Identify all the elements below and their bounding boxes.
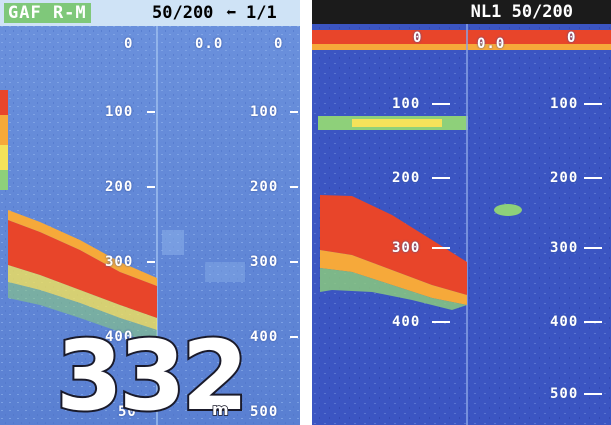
top-label-left: 0	[413, 30, 423, 46]
depth-tick-label: 200	[105, 179, 134, 195]
right-sonar-panel: NL1 50/200 0 0.0 0 100 200 300 400 100 2…	[312, 0, 611, 425]
top-label-center: 0.0	[477, 36, 506, 52]
right-echogram	[312, 24, 611, 425]
page-indicator: 1/1	[246, 3, 277, 23]
depth-tick-label: 400	[250, 329, 279, 345]
top-label-center: 0.0	[195, 36, 224, 52]
top-label-left: 0	[124, 36, 134, 52]
depth-tick-label: 100	[250, 104, 279, 120]
fish-school-echo	[494, 204, 522, 216]
depth-tick-label: 400	[392, 314, 421, 330]
right-header-readout: NL1 50/200	[470, 2, 573, 22]
depth-tick-label: 500	[550, 386, 579, 402]
depth-tick-label: 200	[550, 170, 579, 186]
depth-tick-label: 100	[105, 104, 134, 120]
surface-echo	[312, 30, 611, 48]
depth-readout: 332	[54, 318, 250, 425]
depth-tick-label: 200	[250, 179, 279, 195]
left-header-bar: GAF R-M 50/200 ⬅ 1/1	[0, 0, 300, 26]
depth-tick-label: 400	[550, 314, 579, 330]
depth-tick-label: 300	[550, 240, 579, 256]
top-label-right: 0	[567, 30, 577, 46]
left-arrow-icon: ⬅	[226, 3, 237, 23]
depth-tick-label: 300	[392, 240, 421, 256]
top-label-right: 0	[274, 36, 284, 52]
seabed-echo	[8, 220, 157, 318]
depth-unit: m	[211, 399, 229, 420]
right-header-bar: NL1 50/200	[312, 0, 611, 24]
depth-tick-label: 300	[250, 254, 279, 270]
left-echogram	[0, 26, 300, 425]
seabed-echo	[320, 195, 467, 295]
depth-tick-label: 500	[250, 404, 279, 420]
depth-tick-label: 400	[105, 329, 134, 345]
range-readout: 50/200	[152, 3, 214, 23]
depth-tick-label: 50	[118, 404, 137, 420]
depth-tick-label: 300	[105, 254, 134, 270]
depth-tick-label: 100	[550, 96, 579, 112]
depth-tick-label: 200	[392, 170, 421, 186]
left-sonar-panel: GAF R-M 50/200 ⬅ 1/1 0 0.0 0 100 200 300…	[0, 0, 300, 425]
mode-label: GAF R-M	[4, 3, 91, 23]
depth-tick-label: 100	[392, 96, 421, 112]
